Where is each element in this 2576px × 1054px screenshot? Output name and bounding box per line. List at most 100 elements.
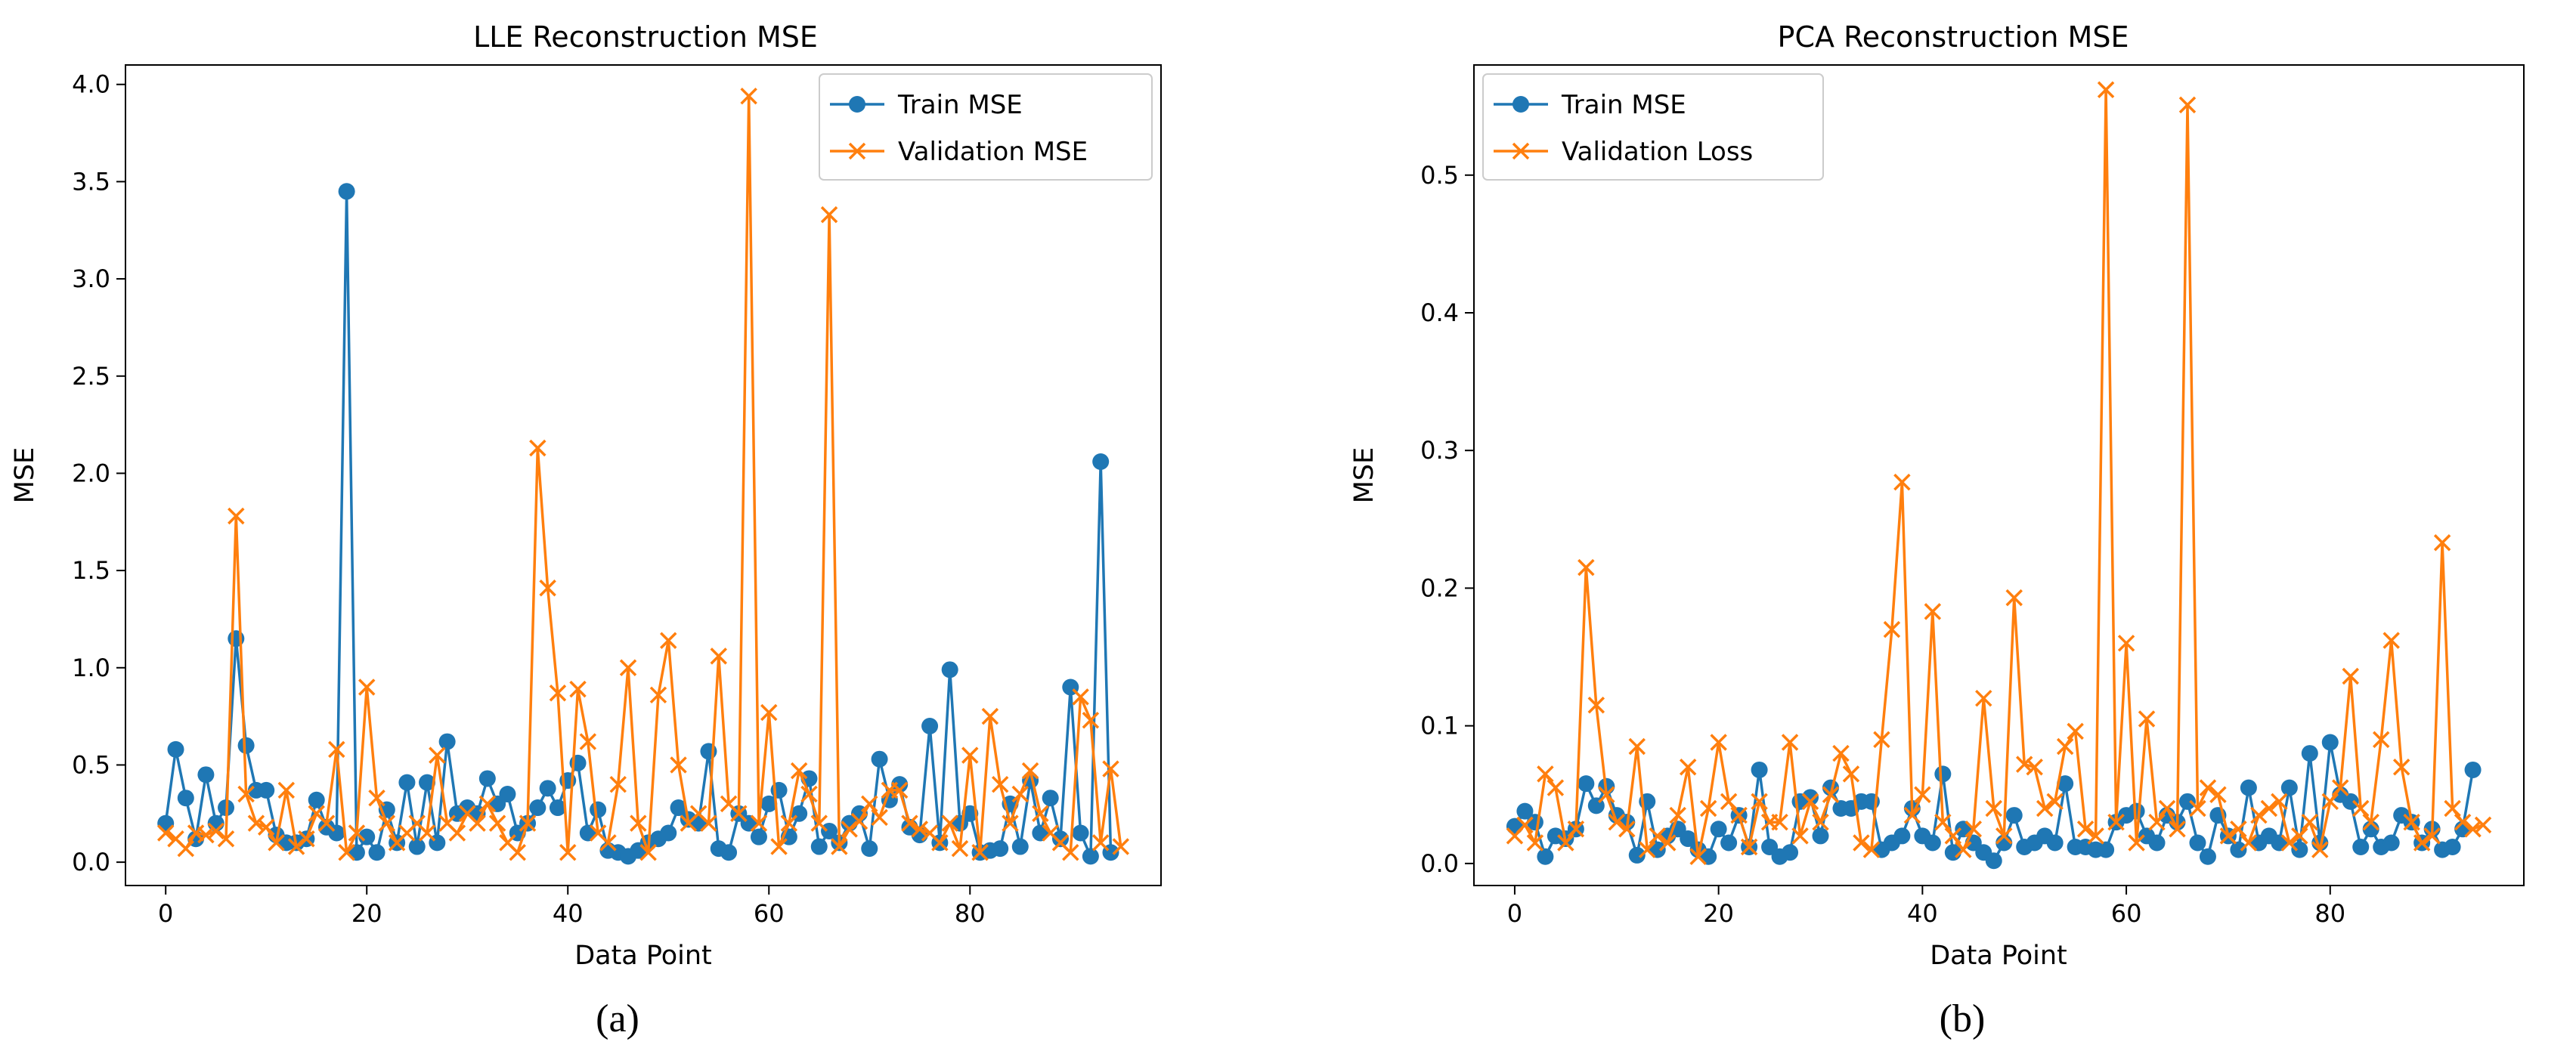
data-point [348,824,366,842]
data-point [831,838,848,855]
data-point [1903,806,1921,824]
data-point [2474,816,2492,834]
data-point [2230,821,2247,838]
data-point [2321,793,2339,811]
data-point [609,775,627,793]
data-point [1608,813,1626,831]
data-point [338,844,355,861]
data-point [156,824,175,842]
data-point [670,756,687,774]
y-tick-label: 0.5 [1420,161,1459,190]
data-point [2057,775,2074,793]
data-point [891,776,909,793]
data-point [1042,790,1059,807]
data-point [2444,799,2461,818]
data-point [2362,813,2379,831]
data-point [1955,821,1972,838]
data-point [2332,779,2349,796]
chart-panel-lle: LLE Reconstruction MSE 0 20 40 60 80 0.0 0.5 1.… [10,20,1162,1040]
data-point [2199,779,2217,796]
data-point [649,686,667,704]
data-point [277,781,296,799]
data-point [2413,834,2431,852]
data-point [1092,453,1110,470]
data-point [941,661,958,678]
data-point [569,680,587,698]
legend-box [819,73,1153,181]
data-point [1720,834,1738,852]
data-point [2352,799,2370,818]
data-point [1832,744,1850,762]
data-point [368,789,385,807]
data-point [549,684,567,702]
data-point [1934,813,1952,831]
data-point [1567,821,1585,838]
y-tick-label: 3.0 [72,264,110,293]
data-point [358,828,376,845]
data-point [770,838,788,855]
data-point [287,838,305,855]
data-point [730,805,748,823]
data-point [1639,841,1656,858]
data-point [298,830,315,848]
data-point [660,824,677,842]
data-point [1002,814,1019,832]
y-axis-label: MSE [1349,447,1379,504]
data-point [1547,779,1565,796]
data-point [1995,827,2013,845]
data-point [499,786,516,803]
data-point [2454,813,2472,831]
axis-ticks: 0 20 40 60 80 0.0 0.5 1.0 1.5 2.0 2.5 3.0 3.5 4.0 [72,70,986,928]
plot-area [1473,64,2525,886]
x-axis-label: Data Point [574,941,712,971]
data-point [177,790,194,807]
data-point [2169,821,2186,838]
panel-label-a: (a) [596,997,639,1040]
data-point [1011,838,1029,855]
data-point [2178,96,2197,114]
data-point [1812,813,1829,831]
data-point [579,733,597,750]
plot-area [125,64,1162,886]
data-point [488,814,506,832]
x-tick-label: 60 [2111,899,2142,928]
data-point [268,834,285,852]
data-point [961,746,979,764]
legend-marker [849,96,865,113]
data-point [237,737,255,754]
data-point [258,781,275,799]
data-point [1091,834,1110,852]
data-point [187,824,205,842]
data-point [2230,841,2247,858]
data-point [2148,813,2166,831]
data-point [1975,689,1992,707]
data-point [1699,799,1717,818]
data-point [469,814,486,832]
data-point [2321,734,2339,751]
data-point [2138,710,2156,728]
data-point [2423,827,2441,845]
data-point [438,733,456,750]
data-point [1720,793,1738,811]
data-point [2026,759,2043,776]
data-point [1802,789,1819,806]
y-axis-label: MSE [10,447,40,504]
data-point [971,844,989,861]
data-point [1965,821,1983,838]
data-point [378,814,396,832]
data-point [1700,848,1717,865]
data-point [1944,827,1962,845]
data-point [2107,813,2125,831]
data-point [1537,848,1554,865]
data-point [1842,765,1860,783]
data-point [1883,620,1901,638]
data-point [559,844,577,861]
data-point [981,707,999,725]
y-tick-label: 3.5 [72,167,110,196]
data-point [2291,827,2308,845]
data-point [1771,813,1788,831]
data-point [338,183,355,200]
data-point [1537,765,1554,783]
data-point [1526,834,1544,852]
